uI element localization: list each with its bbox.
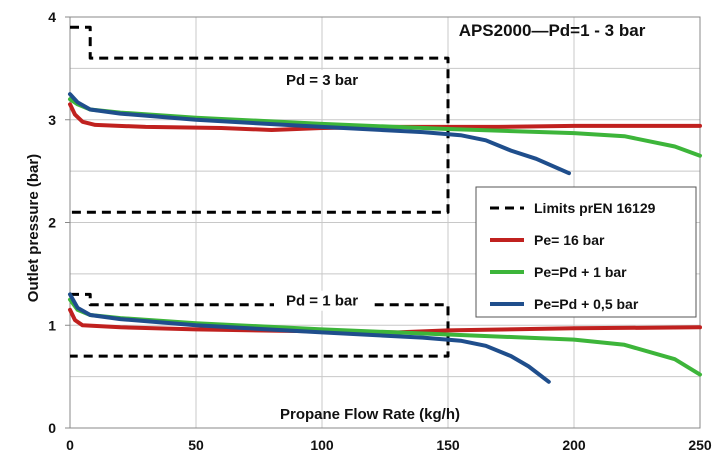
annotation-label: Pd = 3 bar	[286, 72, 358, 89]
x-tick-label: 50	[188, 437, 204, 453]
y-tick-label: 4	[48, 9, 56, 25]
annotations: Pd = 3 bar Pd = 1 bar	[274, 69, 370, 311]
annotation-background	[274, 290, 370, 311]
series-line	[68, 292, 551, 384]
axes: 0 50 100 150 200 250 0 1 2 3 4	[48, 9, 712, 453]
series-group	[68, 25, 702, 384]
x-tick-label: 200	[562, 437, 586, 453]
y-tick-label: 0	[48, 420, 56, 436]
series-3	[68, 92, 571, 384]
series-0	[70, 25, 450, 358]
y-tick-label: 2	[48, 215, 56, 231]
y-tick-label: 1	[48, 317, 56, 333]
legend-label: Pe=Pd + 1 bar	[534, 264, 627, 280]
series-line	[68, 102, 702, 132]
x-tick-label: 150	[436, 437, 460, 453]
legend-label: Pe= 16 bar	[534, 232, 605, 248]
legend-label: Pe=Pd + 0,5 bar	[534, 296, 639, 312]
y-axis-label: Outlet pressure (bar)	[25, 154, 42, 302]
annotation-label: Pd = 1 bar	[286, 293, 358, 310]
y-tick-label: 3	[48, 112, 56, 128]
series-line	[68, 92, 571, 176]
legend: Limits prEN 16129 Pe= 16 bar Pe=Pd + 1 bar…	[475, 186, 697, 318]
annotation-background	[274, 69, 370, 90]
chart-title: APS2000—Pd=1 - 3 bar	[459, 21, 646, 40]
x-axis-label: Propane Flow Rate (kg/h)	[280, 406, 460, 423]
series-line	[70, 25, 450, 214]
legend-items: Limits prEN 16129 Pe= 16 bar Pe=Pd + 1 bar…	[490, 200, 656, 312]
x-tick-label: 100	[310, 437, 334, 453]
x-tick-label: 250	[688, 437, 712, 453]
legend-label: Limits prEN 16129	[534, 200, 656, 216]
x-tick-label: 0	[66, 437, 74, 453]
series-line	[70, 292, 450, 358]
